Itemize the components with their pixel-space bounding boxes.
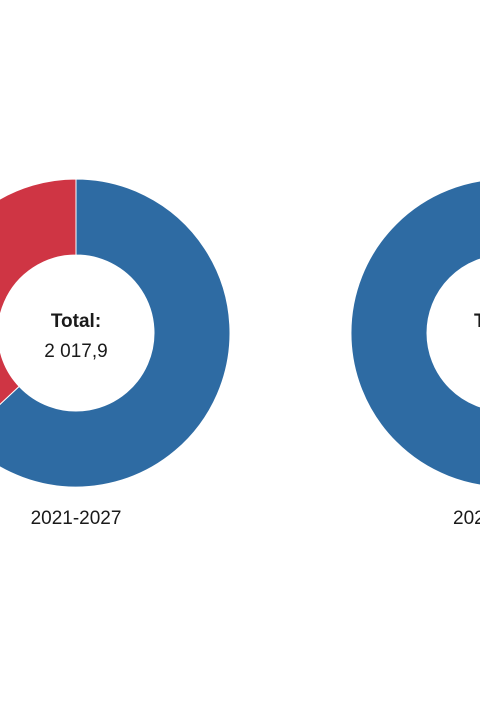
donut-2-slices (350, 180, 480, 486)
donut-1-total-value: 2 017,9 (44, 341, 107, 362)
donut-2-slice-1 (350, 180, 480, 486)
donut-2-total-label: T (474, 311, 480, 332)
donut-chart-2: T 202 (350, 180, 480, 529)
donut-1-slice-1 (0, 178, 231, 488)
donut-1-total-label: Total: (51, 311, 101, 332)
donut-1-slices (0, 178, 231, 488)
donut-1-slice-2 (0, 178, 77, 406)
donut-1-period-label: 2021-2027 (31, 508, 122, 529)
donut-2-period-label: 202 (453, 508, 480, 529)
donut-chart-1: Total: 2 017,9 2021-2027 (0, 178, 231, 529)
